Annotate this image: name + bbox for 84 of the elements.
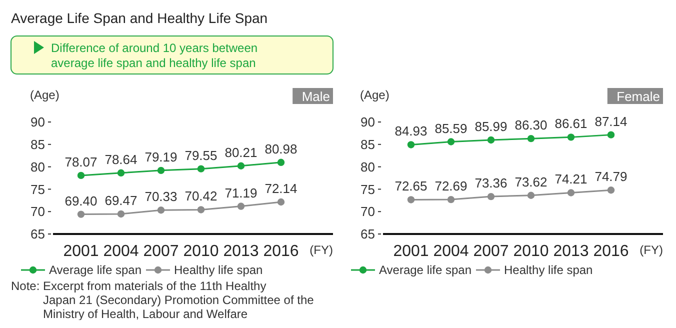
legend-label: Healthy life span	[174, 263, 263, 278]
point	[197, 206, 205, 214]
x-tick-label: 2004	[433, 243, 469, 260]
y-tick-label: 75	[360, 182, 375, 197]
data-label: 73.36	[474, 176, 508, 191]
data-label: 79.19	[144, 149, 178, 164]
y-tick-label: 85	[360, 136, 375, 152]
y-tick-label: 65	[30, 226, 45, 242]
point	[567, 189, 575, 196]
x-tick-label: 2007	[473, 243, 509, 260]
x-tick-label: 2013	[223, 243, 259, 260]
y-tick-label: 90	[30, 114, 45, 130]
point	[567, 134, 575, 141]
point	[487, 192, 495, 200]
point	[447, 138, 455, 146]
data-label: 69.40	[64, 193, 98, 208]
data-label: 86.61	[554, 116, 588, 132]
data-label: 72.14	[264, 181, 298, 196]
data-label: 78.64	[104, 152, 138, 167]
data-label: 73.62	[514, 174, 548, 190]
data-label: 80.98	[264, 141, 298, 156]
point	[527, 192, 535, 199]
point	[157, 166, 165, 174]
y-tick-label: 70	[30, 204, 45, 220]
legend-label: Healthy life span	[504, 263, 593, 278]
point	[77, 172, 85, 180]
data-label: 72.69	[434, 178, 468, 194]
y-tick-label: 90	[360, 114, 375, 130]
data-label: 85.59	[434, 120, 468, 136]
x-tick-label: 2010	[513, 243, 549, 260]
data-label: 70.42	[184, 188, 218, 204]
point	[487, 136, 495, 144]
data-label: 80.21	[224, 144, 258, 160]
data-label: 85.99	[474, 118, 508, 134]
x-tick-label: 2013	[553, 243, 589, 260]
point	[607, 131, 615, 138]
chart-subtitle: Male	[302, 89, 330, 104]
x-tick-label: 2004	[103, 243, 139, 260]
data-label: 79.55	[184, 148, 218, 163]
y-tick-label: 70	[360, 204, 375, 220]
point	[277, 158, 285, 166]
y-tick-label: 75	[30, 182, 45, 197]
data-label: 72.65	[394, 178, 428, 194]
x-tick-label: 2010	[183, 243, 219, 260]
point	[447, 196, 455, 204]
data-label: 74.79	[594, 169, 628, 184]
y-tick-label: 80	[30, 159, 45, 174]
x-axis-title: (FY)	[640, 243, 663, 257]
data-label: 86.30	[514, 118, 548, 133]
legend-label: Average life span	[379, 263, 472, 278]
y-tick-label: 85	[30, 136, 45, 152]
data-label: 71.19	[224, 185, 258, 200]
point	[117, 210, 125, 218]
y-axis-title: (Age)	[30, 88, 60, 102]
chart-subtitle: Female	[616, 89, 660, 104]
data-label: 70.33	[144, 189, 178, 204]
point	[77, 210, 85, 218]
point	[237, 202, 245, 210]
point	[607, 186, 615, 194]
text: Difference of around 10 years between average life span and healthy life span	[51, 41, 258, 70]
data-label: 78.07	[64, 154, 98, 170]
x-axis-title: (FY)	[310, 243, 333, 257]
y-tick-label: 80	[360, 159, 375, 174]
data-label: 84.93	[394, 124, 428, 139]
point	[237, 162, 245, 170]
point	[117, 169, 125, 176]
data-label: 69.47	[104, 192, 138, 208]
point	[407, 141, 415, 148]
x-tick-label: 2001	[393, 243, 429, 260]
point	[197, 165, 205, 172]
chart-title: Average Life Span and Healthy Life Span	[11, 10, 268, 26]
legend-label: Average life span	[49, 263, 142, 278]
x-tick-label: 2001	[63, 243, 99, 260]
point	[157, 206, 165, 214]
x-tick-label: 2016	[593, 243, 629, 260]
x-tick-label: 2016	[263, 243, 299, 260]
x-tick-label: 2007	[143, 243, 179, 260]
point	[527, 134, 535, 142]
point	[407, 196, 415, 204]
y-axis-title: (Age)	[360, 88, 390, 102]
data-label: 74.21	[554, 172, 588, 187]
y-tick-label: 65	[360, 226, 375, 242]
point	[277, 198, 285, 206]
data-label: 87.14	[594, 114, 628, 129]
